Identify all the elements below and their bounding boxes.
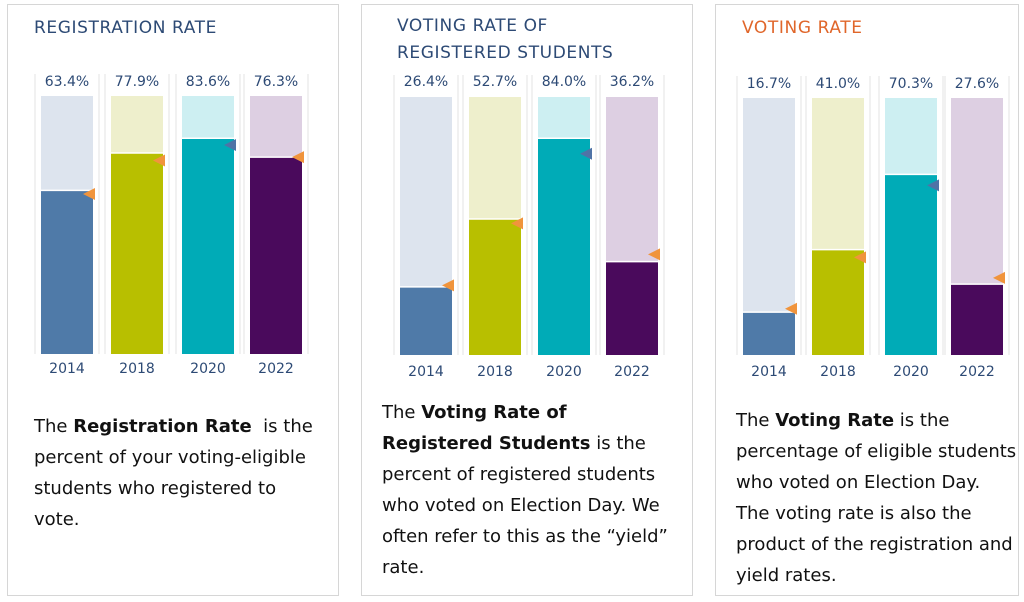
- bar: [743, 312, 795, 355]
- bar: [41, 190, 93, 354]
- value-label: 77.9%: [115, 74, 159, 90]
- panel-title: REGISTRATION RATE: [34, 15, 217, 42]
- marker-triangle: [854, 251, 866, 264]
- marker-triangle: [993, 271, 1005, 284]
- panel-title-line: VOTING RATE: [742, 18, 863, 38]
- category-label: 2018: [820, 364, 856, 380]
- panel-title-line: VOTING RATE OF: [397, 16, 548, 36]
- bar: [606, 261, 658, 355]
- bar: [812, 249, 864, 355]
- bar: [400, 286, 452, 355]
- bar: [951, 284, 1003, 355]
- panel-title-line: REGISTERED STUDENTS: [397, 43, 614, 63]
- panel-voting-rate: VOTING RATE 16.7% 2014 41.0% 2018 70.3% 2020 2…: [715, 4, 1019, 596]
- panel-title: VOTING RATE OF REGISTERED STUDENTS: [397, 13, 613, 67]
- marker-triangle: [83, 188, 95, 201]
- category-label: 2020: [190, 361, 226, 377]
- panel-description: The Voting Rate of Registered Students i…: [382, 397, 682, 583]
- category-label: 2020: [546, 364, 582, 380]
- value-label: 36.2%: [610, 74, 654, 90]
- marker-triangle: [648, 248, 660, 261]
- voting-rate-registered-chart: 26.4% 2014 52.7% 2018 84.0% 2020 36.2% 2022: [393, 74, 665, 380]
- value-label: 63.4%: [45, 74, 89, 90]
- category-label: 2018: [119, 361, 155, 377]
- marker-triangle: [442, 279, 454, 292]
- panel-description: The Registration Rate is the percent of …: [34, 411, 324, 535]
- marker-triangle: [224, 139, 236, 152]
- category-label: 2014: [751, 364, 787, 380]
- panel-description: The Voting Rate is the percentage of eli…: [736, 405, 1018, 591]
- bar: [250, 157, 302, 354]
- panel-voting-rate-registered: VOTING RATE OF REGISTERED STUDENTS 26.4%…: [361, 4, 693, 596]
- voting-rate-chart: 16.7% 2014 41.0% 2018 70.3% 2020 27.6% 2022: [736, 76, 1010, 380]
- desc-text: The: [736, 410, 776, 431]
- bar: [111, 153, 163, 354]
- panel-title-line: REGISTRATION RATE: [34, 18, 218, 38]
- bar: [885, 174, 937, 355]
- value-label: 27.6%: [955, 76, 999, 92]
- marker-triangle: [580, 147, 592, 160]
- category-label: 2020: [893, 364, 929, 380]
- marker-triangle: [292, 151, 304, 164]
- panel-registration-rate: REGISTRATION RATE 63.4% 2014 77.9% 2018 83.6…: [7, 4, 339, 596]
- marker-triangle: [153, 154, 165, 167]
- desc-text: The: [34, 416, 74, 437]
- desc-text: The: [382, 402, 422, 423]
- panel-title: VOTING RATE: [742, 15, 863, 42]
- category-label: 2022: [258, 361, 294, 377]
- desc-text: is the percentage of eligible students w…: [736, 410, 1022, 586]
- value-label: 52.7%: [473, 74, 517, 90]
- value-label: 84.0%: [542, 74, 586, 90]
- bar: [469, 219, 521, 355]
- desc-bold-text: Registration Rate: [73, 416, 252, 437]
- registration-rate-chart: 63.4% 2014 77.9% 2018 83.6% 2020 76.3% 2022: [34, 74, 309, 377]
- category-label: 2022: [614, 364, 650, 380]
- desc-text: is the percent of registered students wh…: [382, 433, 674, 578]
- bar: [538, 138, 590, 355]
- marker-triangle: [927, 179, 939, 192]
- desc-text: is the percent of your voting-eligible s…: [34, 416, 319, 530]
- marker-triangle: [511, 217, 523, 230]
- value-label: 41.0%: [816, 76, 860, 92]
- category-label: 2014: [49, 361, 85, 377]
- desc-bold-text: Voting Rate: [775, 410, 895, 431]
- bar: [182, 138, 234, 354]
- value-label: 83.6%: [186, 74, 230, 90]
- category-label: 2018: [477, 364, 513, 380]
- category-label: 2014: [408, 364, 444, 380]
- desc-bold-text: Voting Rate of Registered Students: [382, 402, 591, 454]
- marker-triangle: [785, 302, 797, 315]
- value-label: 76.3%: [254, 74, 298, 90]
- value-label: 16.7%: [747, 76, 791, 92]
- category-label: 2022: [959, 364, 995, 380]
- value-label: 26.4%: [404, 74, 448, 90]
- value-label: 70.3%: [889, 76, 933, 92]
